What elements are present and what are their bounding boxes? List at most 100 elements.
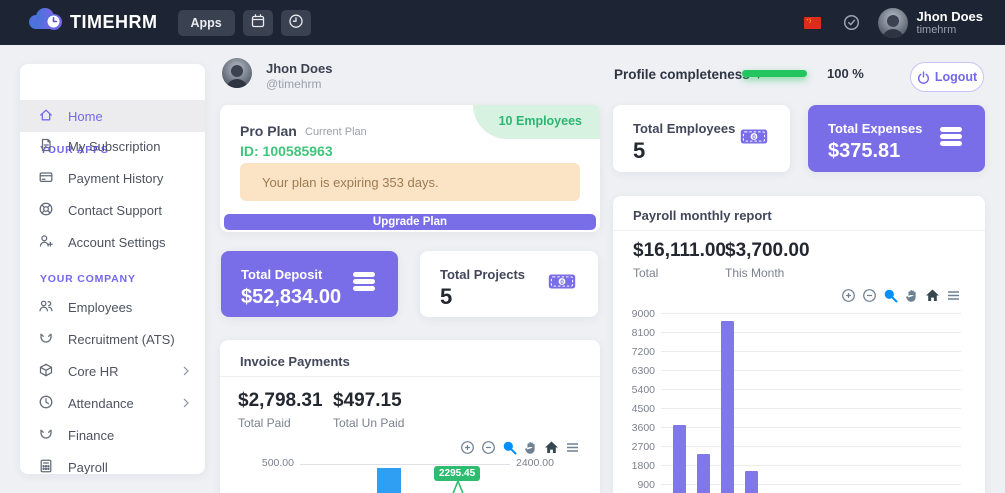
database-icon [939, 126, 963, 152]
selection-zoom-icon[interactable] [883, 288, 898, 303]
employees-badge: 10 Employees [472, 105, 600, 139]
sidebar-item-label: Account Settings [68, 234, 166, 250]
stat-label: Total Expenses [828, 121, 923, 136]
divider [613, 230, 985, 231]
home-reset-icon[interactable] [544, 440, 559, 455]
grid-line [661, 484, 961, 485]
plan-expiry-notice: Your plan is expiring 353 days. [240, 163, 580, 201]
y-axis-tick-label: 7200 [631, 346, 655, 358]
y-axis-tick-label: 5400 [631, 384, 655, 396]
finance-icon [38, 426, 54, 445]
invoice-range-max-label: 2400.00 [516, 457, 554, 469]
sidebar-item-my-subscription[interactable]: My Subscription [20, 130, 205, 162]
user-menu[interactable]: Jhon Does timehrm [877, 7, 983, 38]
invoice-payments-card: Invoice Payments $2,798.31 Total Paid $4… [220, 340, 600, 493]
menu-icon[interactable] [565, 440, 580, 455]
grid-line [661, 370, 961, 371]
profile-progress-percent: 100 % [827, 66, 864, 81]
sidebar-item-label: Contact Support [68, 202, 162, 218]
time-icon [288, 13, 304, 32]
payroll-month-value: $3,700.00 [725, 240, 810, 261]
chevron-right-icon [183, 364, 189, 379]
plan-name: Pro Plan [240, 123, 297, 139]
sidebar-item-label: Home [68, 108, 103, 124]
zoom-in-icon[interactable] [841, 288, 856, 303]
home-reset-icon[interactable] [925, 288, 940, 303]
time-button[interactable] [280, 9, 311, 36]
sidebar-item-label: Employees [68, 299, 133, 315]
sidebar-item-account-settings[interactable]: Account Settings [20, 226, 205, 258]
stat-value: 5 [633, 138, 646, 163]
calendar-button[interactable] [242, 9, 273, 36]
grid-line [661, 351, 961, 352]
calculator-icon [38, 458, 54, 475]
invoice-bar [377, 468, 401, 493]
grid-line [661, 389, 961, 390]
brand[interactable]: TIMEHRM [28, 7, 158, 38]
sidebar-item-label: Payroll [68, 459, 108, 475]
y-axis-tick-label: 6300 [631, 365, 655, 377]
sidebar-item-payroll[interactable]: Payroll [20, 451, 205, 474]
total-deposit-card: Total Deposit $52,834.00 [221, 251, 398, 317]
upgrade-plan-button[interactable]: Upgrade Plan [224, 214, 596, 230]
sidebar-item-core-hr[interactable]: Core HR [20, 355, 205, 387]
stat-value: $52,834.00 [241, 286, 342, 308]
sidebar-item-finance[interactable]: Finance [20, 419, 205, 451]
sidebar-item-label: Core HR [68, 363, 119, 379]
payroll-bar [721, 321, 734, 493]
recruitment-icon [38, 330, 54, 349]
payroll-total-value: $16,111.00 [633, 240, 726, 261]
menu-icon[interactable] [946, 288, 961, 303]
nav-user-handle: timehrm [916, 24, 957, 36]
svg-text:0: 0 [560, 279, 564, 286]
apps-button[interactable]: Apps [177, 9, 235, 36]
sidebar-item-home[interactable]: Home [20, 100, 205, 132]
header-avatar [222, 58, 252, 88]
invoice-paid-value: $2,798.31 [238, 390, 323, 411]
check-circle-icon[interactable] [843, 14, 860, 31]
banknote-icon: 0 [548, 273, 576, 296]
stat-label: Total Projects [440, 267, 526, 282]
y-axis-tick-label: 3600 [631, 422, 655, 434]
home-icon [38, 107, 54, 126]
user-plus-icon [38, 233, 54, 252]
y-axis-tick-label: 900 [637, 479, 655, 491]
sidebar-item-contact-support[interactable]: Contact Support [20, 194, 205, 226]
grid-line [661, 408, 961, 409]
clock-icon [38, 394, 54, 413]
china-flag-icon[interactable] [803, 16, 821, 29]
selection-zoom-icon[interactable] [502, 440, 517, 455]
total-employees-card: Total Employees 5 0 [613, 105, 790, 172]
profile-completeness-dropdown[interactable]: Profile completeness ▼ [614, 67, 763, 82]
sidebar-item-label: My Subscription [68, 138, 161, 154]
payroll-report-card: Payroll monthly report $16,111.00 Total … [613, 196, 985, 493]
grid-line [661, 446, 961, 447]
pan-icon[interactable] [523, 440, 538, 455]
pan-icon[interactable] [904, 288, 919, 303]
stat-value: 5 [440, 284, 453, 309]
sidebar-item-attendance[interactable]: Attendance [20, 387, 205, 419]
payroll-bar [745, 471, 758, 493]
sidebar-item-employees[interactable]: Employees [20, 291, 205, 323]
zoom-in-icon[interactable] [460, 440, 475, 455]
grid-line [661, 332, 961, 333]
sidebar: YOUR APPS Home My Subscription Payment H… [20, 64, 205, 474]
total-projects-card: Total Projects 5 0 [420, 251, 598, 317]
logout-button[interactable]: Logout [910, 62, 984, 92]
stat-label: Total Employees [633, 121, 736, 136]
nav-user-name: Jhon Does [916, 9, 983, 24]
banknote-icon: 0 [740, 127, 768, 150]
svg-text:0: 0 [752, 133, 756, 140]
chevron-right-icon [183, 396, 189, 411]
zoom-out-icon[interactable] [862, 288, 877, 303]
payroll-card-title: Payroll monthly report [633, 208, 772, 223]
database-icon [352, 271, 376, 297]
invoice-unpaid-label: Total Un Paid [333, 416, 405, 430]
cube-icon [38, 362, 54, 381]
sidebar-item-payment-history[interactable]: Payment History [20, 162, 205, 194]
y-axis-tick-label: 8100 [631, 327, 655, 339]
document-icon [38, 137, 54, 156]
sidebar-item-recruitment[interactable]: Recruitment (ATS) [20, 323, 205, 355]
timehrm-cloud-clock-logo-icon [28, 7, 64, 38]
zoom-out-icon[interactable] [481, 440, 496, 455]
